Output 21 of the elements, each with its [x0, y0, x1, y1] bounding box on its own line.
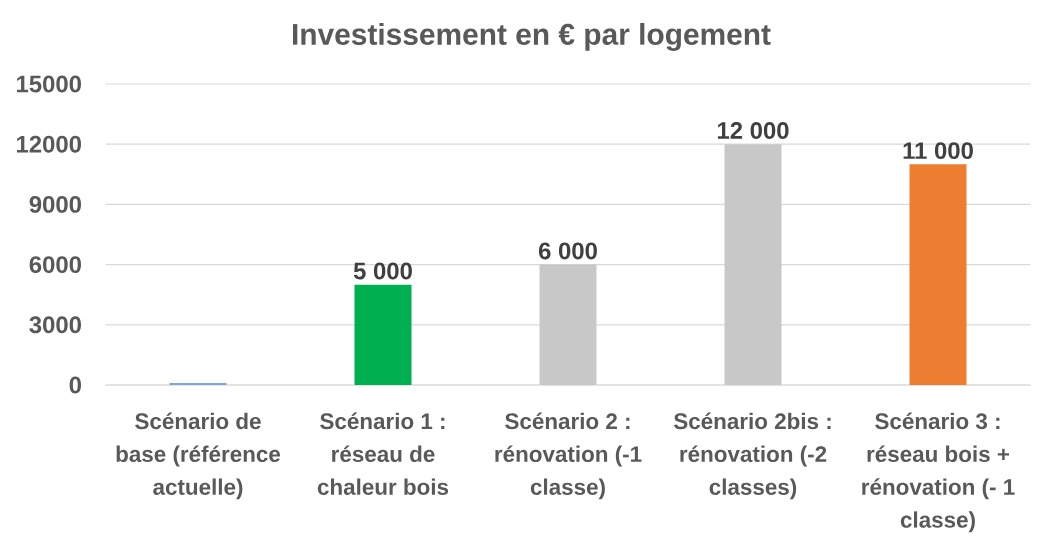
x-tick-label: Scénario 3 : réseau bois + rénovation (- 1 classe)	[862, 412, 1015, 533]
x-tick-label: Scénario de base (référence actuelle)	[116, 412, 281, 500]
x-tick-label: Scénario 1 : réseau de chaleur bois	[317, 412, 449, 495]
y-tick-label: 9000	[29, 195, 81, 213]
data-label: 5 000	[353, 262, 412, 280]
bar	[724, 144, 782, 385]
data-label: 12 000	[717, 122, 789, 139]
bar	[169, 382, 227, 385]
y-tick-label: 3000	[29, 316, 81, 334]
y-tick-label: 15000	[16, 75, 81, 93]
data-label: 6 000	[538, 242, 597, 260]
x-tick-label: Scénario 2 : rénovation (-1 classe)	[495, 412, 642, 500]
bar	[354, 284, 412, 385]
y-tick-label: 6000	[29, 256, 81, 274]
data-label: 11 000	[903, 142, 973, 160]
chart-title: Investissement en € par logement	[292, 23, 771, 51]
x-tick-label: Scénario 2bis : rénovation (-2 classes)	[673, 412, 831, 500]
y-tick-label: 12000	[16, 135, 81, 153]
bar	[909, 164, 967, 385]
y-tick-label: 0	[69, 376, 81, 394]
bar	[539, 264, 597, 385]
